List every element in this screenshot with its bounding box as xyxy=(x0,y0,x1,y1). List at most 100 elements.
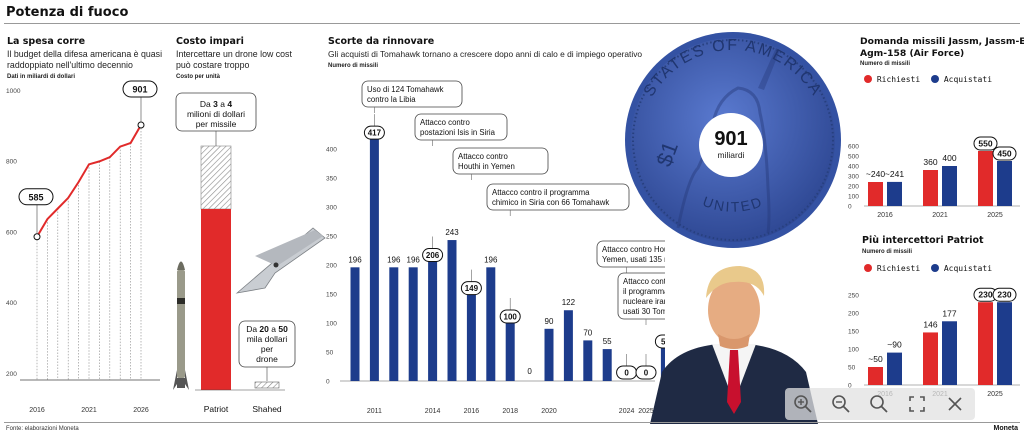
jassm-header: Domanda missili Jassm, Jassm-Er e Agm-15… xyxy=(860,36,1024,67)
value-label: ~240 xyxy=(866,169,885,179)
value-pill xyxy=(363,125,385,140)
costo-header: Costo impari Intercettare un drone low c… xyxy=(176,36,296,80)
costo-chart: Da 3 a 4 milioni di dollari per missile … xyxy=(173,92,326,414)
bar-acquistati-2016 xyxy=(887,181,902,206)
x-tick-label: 2024 xyxy=(619,408,635,415)
svg-text:Da 20 a 50: Da 20 a 50 xyxy=(246,324,288,334)
bar-richiesti-2025 xyxy=(978,302,993,385)
value-label: 400 xyxy=(942,153,956,163)
spending-line xyxy=(36,124,142,238)
x-tick-label: 2026 xyxy=(133,407,149,414)
y-tick-label: 300 xyxy=(848,174,859,181)
bar-acquistati-2025 xyxy=(997,302,1012,385)
svg-text:per: per xyxy=(261,344,273,354)
coin-center-disc xyxy=(699,113,763,177)
patriot-missile-icon xyxy=(173,261,189,390)
bar-2022 xyxy=(583,340,593,381)
x-tick-label: 2020 xyxy=(541,408,557,415)
value-label: 70 xyxy=(583,328,592,337)
y-tick-label: 0 xyxy=(326,379,330,386)
data-point xyxy=(137,121,145,129)
y-tick-label: 600 xyxy=(6,229,17,236)
zoom-reset-icon[interactable] xyxy=(869,394,889,414)
value-pill xyxy=(635,365,657,380)
jassm-unit-note: Numero di missili xyxy=(860,61,911,67)
scorte-header: Scorte da rinnovare Gli acquisti di Toma… xyxy=(328,36,668,69)
value-label: 122 xyxy=(562,298,576,307)
x-tick-label: 2018 xyxy=(502,408,518,415)
costo-unit-note: Costo per unità xyxy=(176,74,221,80)
bar-2010 xyxy=(350,267,360,381)
value-label: 360 xyxy=(923,157,937,167)
y-tick-label: 100 xyxy=(848,194,859,201)
bar-2013 xyxy=(408,267,418,381)
scorte-subtitle: Gli acquisti di Tomahawk tornano a cresc… xyxy=(328,49,643,59)
svg-text:drone: drone xyxy=(256,354,278,364)
bar-2018 xyxy=(505,323,515,381)
x-tick-label: 2016 xyxy=(464,408,480,415)
y-tick-label: 0 xyxy=(848,204,852,211)
patriot-legend-a: Richiesti xyxy=(876,264,921,273)
bar-2026 xyxy=(660,347,665,381)
zoom-out-icon[interactable] xyxy=(831,394,851,414)
x-tick-label: 2014 xyxy=(425,408,441,415)
y-tick-label: 500 xyxy=(848,154,859,161)
shahed-cost-bar xyxy=(254,381,280,389)
value-pill xyxy=(992,287,1017,302)
scorte-title: Scorte da rinnovare xyxy=(328,36,435,47)
y-tick-label: 0 xyxy=(848,383,852,390)
annotation-text: Attacco contro postazioni Isis in Siria xyxy=(420,118,496,137)
y-tick-label: 100 xyxy=(848,347,859,354)
legend-red-dot xyxy=(864,264,872,272)
patriot-range-hatched xyxy=(200,145,232,210)
scorte-unit-note: Numero di missili xyxy=(328,63,379,69)
bar-acquistati-2021 xyxy=(942,166,957,206)
annotation-text: Attacco contro il programma chimico in Si… xyxy=(492,188,609,207)
jassm-legend: Richiesti Acquistati xyxy=(864,75,992,84)
costo-title: Costo impari xyxy=(176,36,244,47)
hair xyxy=(706,266,765,298)
annotation-box xyxy=(361,80,463,108)
costo-subtitle: Intercettare un drone low cost può costa… xyxy=(176,49,292,70)
spesa-line-chart: 200 400 600 800 1000 585 901 2016 2021 2026 xyxy=(6,80,160,414)
y-tick-label: 200 xyxy=(848,311,859,318)
value-pill xyxy=(654,334,665,349)
y-tick-label: 50 xyxy=(848,365,856,372)
value-label: 90 xyxy=(545,317,554,326)
y-tick-label: 1000 xyxy=(6,88,21,95)
x-tick-label: 2016 xyxy=(877,212,893,219)
annotation-box xyxy=(596,240,665,268)
value-label: 196 xyxy=(484,255,498,264)
value-label: ~241 xyxy=(885,169,904,179)
x-tick-label: 2021 xyxy=(932,212,948,219)
value-label: 0 xyxy=(527,367,532,376)
fullscreen-icon[interactable] xyxy=(907,394,927,414)
svg-text:mila dollari: mila dollari xyxy=(247,334,288,344)
jassm-legend-a: Richiesti xyxy=(876,75,921,84)
y-tick-label: 100 xyxy=(326,321,337,328)
y-tick-label: 150 xyxy=(848,329,859,336)
shahed-drone-icon xyxy=(235,227,326,294)
spesa-title: La spesa corre xyxy=(7,36,86,47)
bar-acquistati-2025 xyxy=(997,161,1012,206)
annotation-2: Attacco contro postazioni Isis in Siria xyxy=(414,113,508,146)
spesa-unit-note: Dati in miliardi di dollari xyxy=(7,74,76,80)
zoom-in-icon[interactable] xyxy=(793,394,813,414)
value-label: 100 xyxy=(504,313,518,322)
patriot-cost-bar xyxy=(201,209,231,390)
annotation-3: Attacco contro Houthi in Yemen xyxy=(452,147,549,180)
value-label: 417 xyxy=(368,129,382,138)
close-icon[interactable] xyxy=(945,394,965,414)
annotation-text: Attacco contro Houthi in Yemen xyxy=(458,152,515,171)
value-label: 450 xyxy=(997,149,1011,159)
annotation-4: Attacco contro il programma chimico in Si… xyxy=(486,183,630,216)
bar-2014 xyxy=(428,261,438,381)
patriot-bar-chart: 050100150200250~50~902016146177202123023… xyxy=(848,287,1020,398)
patriot-legend: Richiesti Acquistati xyxy=(864,264,992,273)
y-tick-label: 200 xyxy=(6,371,17,378)
zoom-toolbar xyxy=(785,388,975,420)
annotation-box xyxy=(486,183,630,211)
coin-unit: miliardi xyxy=(718,150,745,160)
